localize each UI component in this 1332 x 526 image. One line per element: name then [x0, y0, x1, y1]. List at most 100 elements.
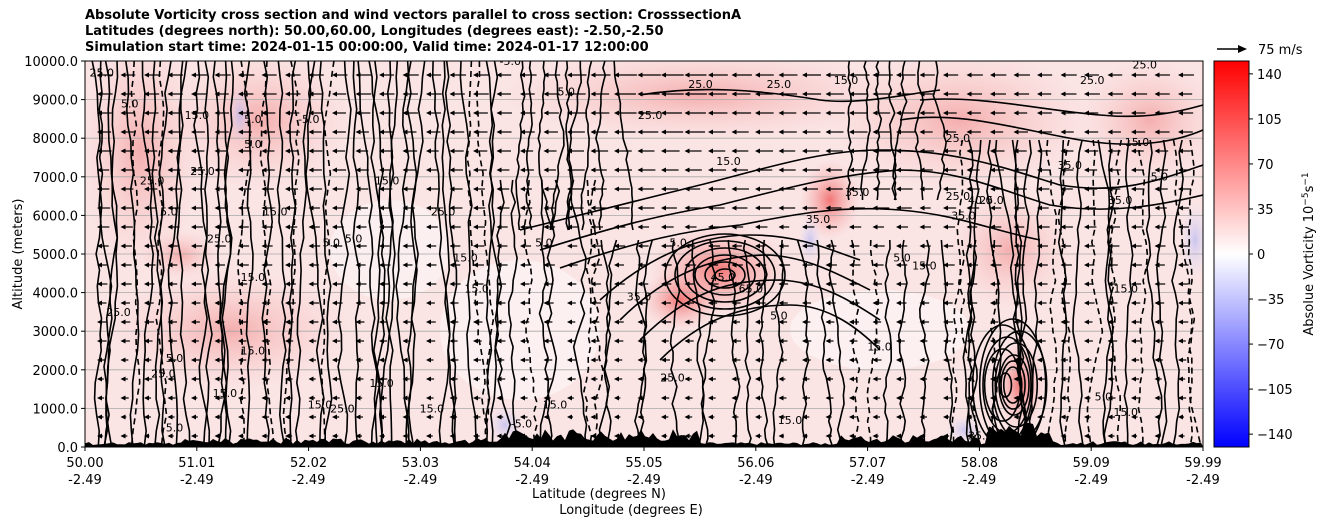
wind-vector-head	[144, 357, 149, 363]
wind-vector-head	[872, 205, 878, 211]
contour-line	[282, 61, 300, 447]
wind-vector-head	[825, 205, 831, 211]
wind-vector-head	[214, 395, 220, 401]
wind-vector-head	[802, 300, 807, 306]
wind-vector-head	[1084, 186, 1089, 192]
contour-label: 15.0	[716, 155, 741, 168]
wind-vector-head	[402, 357, 408, 363]
wind-vector-head	[684, 224, 690, 230]
contour-label: 25.0	[90, 66, 115, 79]
wind-vector-head	[990, 110, 995, 116]
wind-vector-head	[473, 72, 478, 78]
wind-vector-head	[731, 91, 737, 97]
wind-vector-head	[614, 414, 619, 420]
wind-vector-head	[637, 224, 643, 230]
wind-vector-head	[238, 357, 243, 363]
contour-line	[1072, 139, 1084, 447]
wind-vector-head	[355, 300, 361, 306]
wind-vector-head	[731, 72, 737, 78]
wind-vector-head	[590, 186, 596, 192]
wind-vector-head	[120, 167, 126, 173]
wind-vector-head	[637, 72, 643, 78]
wind-vector-head	[966, 129, 972, 135]
wind-vector-head	[1154, 148, 1160, 154]
wind-vector-head	[191, 262, 196, 268]
wind-vector-head	[567, 186, 572, 192]
wind-vector-head	[778, 167, 784, 173]
x-tick-label-longitude: -2.49	[404, 473, 438, 488]
wind-vector-head	[778, 110, 784, 116]
wind-vector-head	[802, 129, 807, 135]
wind-vector-head	[919, 148, 925, 154]
wind-vector-head	[473, 281, 478, 287]
wind-vector-head	[426, 376, 431, 382]
wind-vector-head	[849, 72, 854, 78]
wind-vector-head	[872, 224, 878, 230]
contour-line	[758, 239, 770, 447]
wind-vector-head	[120, 224, 126, 230]
contour-line	[259, 61, 275, 447]
wind-vector-head	[449, 224, 455, 230]
wind-vector-head	[238, 376, 243, 382]
wind-vector-head	[97, 205, 102, 211]
y-tick-label: 10000.0	[24, 55, 78, 70]
contour-line	[431, 61, 451, 447]
wind-vector-head	[825, 167, 831, 173]
wind-vector-head	[614, 129, 619, 135]
contour-line	[276, 61, 287, 447]
wind-vector-head	[1013, 395, 1019, 401]
contour-label: 15.0	[778, 414, 803, 427]
wind-vector-head	[355, 433, 361, 439]
contour-label: 5.0	[770, 310, 788, 323]
wind-vector-head	[379, 243, 384, 249]
wind-vector-head	[308, 205, 314, 211]
wind-vector-head	[1131, 243, 1136, 249]
wind-vector-head	[1131, 433, 1136, 439]
wind-vector-head	[708, 262, 713, 268]
contour-line	[918, 239, 930, 447]
wind-vector-head	[661, 243, 666, 249]
wind-vector-head	[684, 338, 690, 344]
wind-vector-head	[567, 395, 572, 401]
wind-vector-head	[919, 91, 925, 97]
wind-vector-head	[1107, 224, 1113, 230]
wind-vector-head	[191, 148, 196, 154]
wind-vector-head	[1107, 91, 1113, 97]
vorticity-blob	[1180, 200, 1203, 280]
wind-vector-head	[1013, 300, 1019, 306]
wind-vector-head	[1178, 110, 1183, 116]
contour-line	[1018, 139, 1032, 447]
wind-vector-head	[637, 300, 643, 306]
wind-vector-head	[238, 72, 243, 78]
contour-line	[485, 61, 496, 447]
wind-vector-head	[990, 148, 995, 154]
wind-vector-head	[543, 357, 549, 363]
wind-vector-head	[614, 186, 619, 192]
contour-line	[951, 139, 964, 447]
wind-vector-head	[1154, 186, 1160, 192]
wind-vector-head	[684, 281, 690, 287]
wind-vector-head	[990, 72, 995, 78]
wind-vector-head	[849, 148, 854, 154]
contour-line	[261, 61, 274, 447]
wind-vector-head	[543, 205, 549, 211]
wind-vector-head	[332, 357, 337, 363]
wind-vector-head	[355, 72, 361, 78]
wind-vector-head	[379, 357, 384, 363]
wind-vector-head	[872, 110, 878, 116]
wind-vector-head	[332, 300, 337, 306]
wind-vector-head	[966, 376, 972, 382]
contour-line	[193, 61, 211, 447]
wind-vector-head	[1107, 414, 1113, 420]
wind-vector-head	[825, 224, 831, 230]
wind-vector-head	[473, 357, 478, 363]
wind-vector-head	[308, 91, 314, 97]
wind-vector-head	[355, 110, 361, 116]
colorbar: 140 105 70 35 0 −35 −70 −105 −140 Absolue Vortic…	[1213, 60, 1317, 448]
wind-vector-head	[943, 129, 948, 135]
wind-vector-head	[990, 319, 995, 325]
vorticity-field: 25.05.015.0 5.0 -5.05.025.025.05.0 15.025.0…	[85, 61, 1203, 447]
contour-label: 25.0	[979, 194, 1004, 207]
wind-vector-head	[708, 167, 713, 173]
